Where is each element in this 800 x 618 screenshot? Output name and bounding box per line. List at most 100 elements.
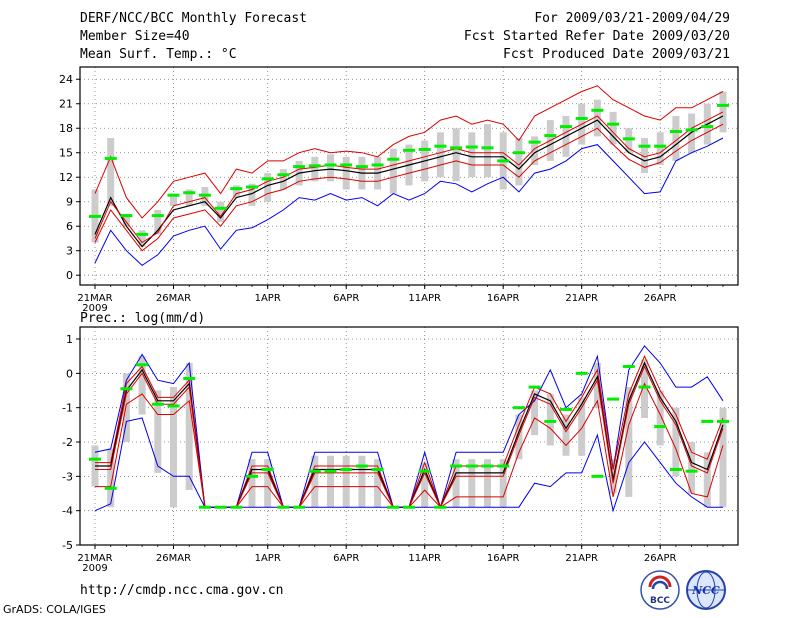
temp-spread-box [170,193,177,206]
temp-control-marker [183,191,196,195]
temp-xtick-label: 21APR [565,293,598,304]
temp-ytick-label: 0 [66,269,73,282]
prec-ytick-label: -5 [62,539,73,552]
temp-control-marker [324,163,337,167]
temp-control-marker [575,116,588,120]
temp-spread-box [279,169,287,190]
prec-xtick-label: 26APR [644,553,677,564]
prec-ytick-label: -2 [62,436,73,449]
temp-spread-box [311,156,319,182]
temp-control-marker [512,151,525,155]
prec-spread-box [107,448,115,508]
prec-control-marker [371,467,384,471]
prec-spread-box [468,459,476,508]
temp-spread-box [264,173,272,202]
prec-control-marker [560,407,572,411]
prec-spread-box [248,459,256,508]
temp-control-marker [167,193,180,197]
temp-spread-box [138,230,146,247]
temp-control-marker [387,157,400,161]
member-size: Member Size=40 [80,29,190,44]
prec-control-marker [465,464,478,468]
temp-spread-box [593,99,601,137]
temp-ytick-label: 18 [59,122,73,135]
ncc-logo: NCC [686,570,726,610]
temp-control-marker [418,147,431,151]
prec-control-marker [136,363,149,367]
prec-control-marker [293,505,306,509]
prec-ytick-label: 0 [66,367,73,380]
temp-control-marker [261,177,274,181]
temp-spread-box [515,138,523,186]
prec-spread-box [342,455,350,508]
temp-control-marker [465,145,478,149]
prec-control-marker [497,464,510,468]
prec-control-marker [717,419,729,423]
prec-control-marker [230,505,243,509]
temp-control-marker [308,164,321,168]
temp-series-upper [94,85,724,219]
temp-control-marker [638,144,651,148]
prec-spread-box [625,387,633,497]
prec-spread-box [484,459,491,508]
prec-spread-box [672,407,680,477]
prec-spread-box [499,459,507,508]
prec-control-marker [544,419,557,423]
prec-control-marker [701,419,714,423]
prec-year-label: 2009 [82,563,107,574]
prec-control-marker [528,385,541,389]
prec-control-marker [669,467,682,471]
prec-control-marker [387,505,400,509]
prec-control-marker [654,425,667,429]
temp-spread-box [436,132,444,178]
temp-control-marker [685,128,698,132]
temp-spread-box [154,209,162,235]
temp-spread-box [248,183,256,206]
prec-spread-box [421,462,429,508]
temp-control-marker [607,122,620,126]
temp-spread-box [217,201,225,223]
temp-spread-box [185,189,193,206]
prec-xtick-label: 26MAR [156,553,191,564]
prec-control-marker [575,371,588,375]
prec-control-marker [183,376,196,380]
prec-control-marker [120,387,133,391]
temp-spread-box [625,128,633,153]
temp-control-marker [136,232,149,236]
prec-control-marker [607,397,620,401]
temp-spread-box [232,185,240,198]
prec-spread-box [122,373,130,443]
temp-spread-box [468,132,476,178]
prec-spread-box [264,459,272,508]
temp-series-lower [94,123,724,252]
grads-credit: GrADS: COLA/IGES [3,603,106,616]
temp-xtick-label: 26MAR [156,293,191,304]
temp-series-member [94,111,724,244]
prec-spread-box [185,363,193,491]
temp-control-marker [434,144,447,148]
prec-control-marker [277,505,290,509]
prec-control-marker [591,474,604,478]
temp-control-marker [293,165,306,169]
prec-spread-box [562,414,570,456]
prec-spread-box [311,455,319,508]
prec-spread-box [138,356,146,415]
temp-ytick-label: 6 [66,220,73,233]
temp-ytick-label: 15 [59,147,73,160]
temp-control-marker [198,193,211,197]
prec-spread-box [374,459,382,508]
prec-control-marker [324,469,337,473]
prec-control-marker [450,464,463,468]
temp-control-marker [591,108,604,112]
prec-control-marker [151,402,164,406]
prec-xtick-label: 16APR [487,553,520,564]
prec-ytick-label: -1 [62,402,73,415]
prec-panel-title: Prec.: log(mm/d) [80,311,205,326]
prec-control-marker [198,505,211,509]
temp-xtick-label: 11APR [408,293,441,304]
temp-control-marker [622,137,635,141]
temp-series-max [94,137,724,267]
temp-control-marker [717,103,729,107]
prec-spread-box [578,397,586,456]
prec-ytick-label: 1 [66,333,73,346]
